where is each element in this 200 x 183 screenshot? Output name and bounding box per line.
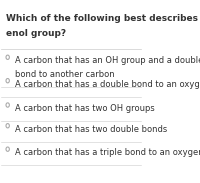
- Text: A carbon that has a double bond to an oxygen: A carbon that has a double bond to an ox…: [15, 80, 200, 89]
- Text: A carbon that has two double bonds: A carbon that has two double bonds: [15, 125, 167, 134]
- Text: bond to another carbon: bond to another carbon: [15, 70, 114, 79]
- Text: A carbon that has a triple bond to an oxygen: A carbon that has a triple bond to an ox…: [15, 148, 200, 157]
- Text: Which of the following best describes an: Which of the following best describes an: [6, 14, 200, 23]
- Text: A carbon that has an OH group and a double: A carbon that has an OH group and a doub…: [15, 56, 200, 65]
- Text: enol group?: enol group?: [6, 29, 66, 38]
- Text: A carbon that has two OH groups: A carbon that has two OH groups: [15, 104, 154, 113]
